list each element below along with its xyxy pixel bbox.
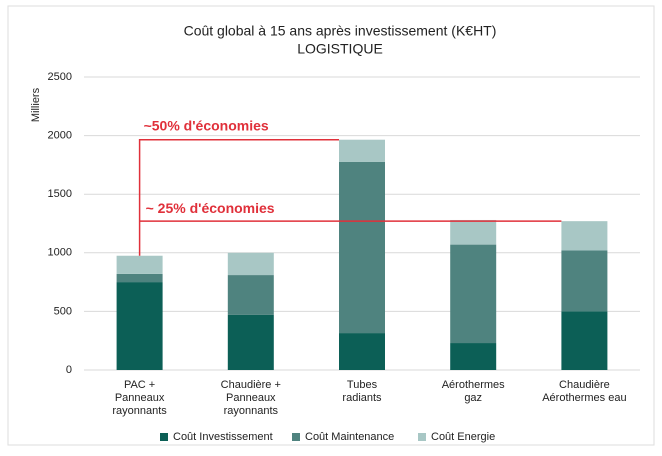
bar-segment (339, 139, 385, 162)
x-tick-label: PAC + (124, 379, 155, 391)
x-tick-label: Tubes (347, 379, 378, 391)
y-axis-label: Milliers (30, 87, 42, 122)
y-tick-label: 2000 (48, 130, 72, 142)
legend-label: Coût Investissement (173, 431, 273, 443)
bar-segment (561, 311, 608, 370)
bar-segment (450, 343, 497, 370)
bar-segment (450, 219, 497, 245)
bar-segment (561, 250, 608, 312)
bar-segment (227, 252, 274, 276)
y-tick-label: 1000 (48, 247, 72, 259)
chart-frame (7, 5, 655, 446)
bar-segment (116, 255, 163, 274)
annotation: ~ 25% d'économies (146, 200, 275, 216)
y-tick-label: 1500 (48, 188, 72, 200)
x-tick-label: Panneaux (115, 392, 165, 404)
chart-subtitle: LOGISTIQUE (297, 41, 383, 57)
x-tick-label: radiants (342, 392, 382, 404)
x-tick-label: Panneaux (226, 392, 276, 404)
x-tick-label: Chaudière + (221, 379, 281, 391)
legend-label: Coût Energie (431, 431, 495, 443)
y-tick-label: 2500 (48, 71, 72, 83)
annotation: ~50% d'économies (144, 117, 269, 133)
x-tick-label: rayonnants (112, 405, 167, 417)
x-tick-label: rayonnants (224, 405, 279, 417)
bar-segment (450, 244, 497, 344)
legend-swatch (160, 433, 168, 441)
bar-segment (227, 275, 274, 315)
annotation-bracket (138, 138, 339, 256)
x-tick-label: Aérothermes (442, 379, 505, 391)
y-tick-label: 500 (54, 305, 72, 317)
x-tick-label: Chaudière (559, 379, 610, 391)
bar-segment (227, 314, 274, 370)
bar-segment (116, 282, 163, 370)
bar-segment (339, 161, 385, 334)
legend-swatch (418, 433, 426, 441)
chart-title: Coût global à 15 ans après investissemen… (184, 23, 497, 39)
x-tick-label: Aérothermes eau (542, 392, 626, 404)
bar-segment (339, 333, 385, 370)
y-tick-label: 0 (66, 364, 72, 376)
legend-label: Coût Maintenance (305, 431, 394, 443)
legend-swatch (292, 433, 300, 441)
bar-segment (116, 273, 163, 283)
bar-segment (561, 221, 608, 251)
x-tick-label: gaz (464, 392, 482, 404)
